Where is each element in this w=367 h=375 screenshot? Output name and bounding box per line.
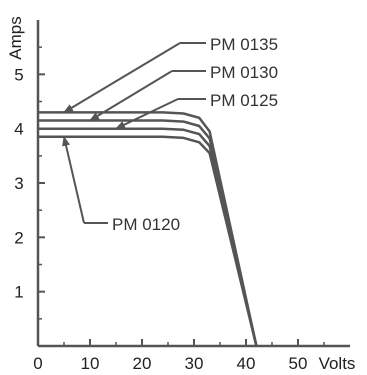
x-tick-label: 0 xyxy=(33,354,42,373)
series-line xyxy=(38,111,258,347)
axes xyxy=(36,20,350,348)
y-axis-title: Amps xyxy=(6,16,25,59)
series-label: PM 0130 xyxy=(210,63,278,82)
y-tick-label: 4 xyxy=(14,120,23,139)
x-tick-label: 20 xyxy=(133,354,152,373)
leader-arrow xyxy=(89,70,173,122)
series-line xyxy=(38,119,258,347)
y-tick-label: 1 xyxy=(14,283,23,302)
series-lines xyxy=(38,111,258,347)
leader-arrow xyxy=(63,42,181,114)
x-tick-label: 50 xyxy=(289,354,308,373)
x-axis-title: Volts xyxy=(319,354,356,373)
series-annotations: PM 0135 PM 0130 PM 0125 PM 0120 xyxy=(62,35,278,234)
leader-arrow xyxy=(62,135,85,224)
series-line xyxy=(38,135,258,347)
x-tick-label: 10 xyxy=(81,354,100,373)
x-tick-label: 40 xyxy=(237,354,256,373)
x-tick-label: 30 xyxy=(185,354,204,373)
leader-arrow xyxy=(115,98,179,130)
series-line xyxy=(38,127,258,347)
y-tick-label: 2 xyxy=(14,228,23,247)
series-label: PM 0135 xyxy=(210,35,278,54)
series-label: PM 0125 xyxy=(210,91,278,110)
y-tick-label: 5 xyxy=(14,65,23,84)
series-label: PM 0120 xyxy=(112,215,180,234)
y-tick-label: 3 xyxy=(14,174,23,193)
